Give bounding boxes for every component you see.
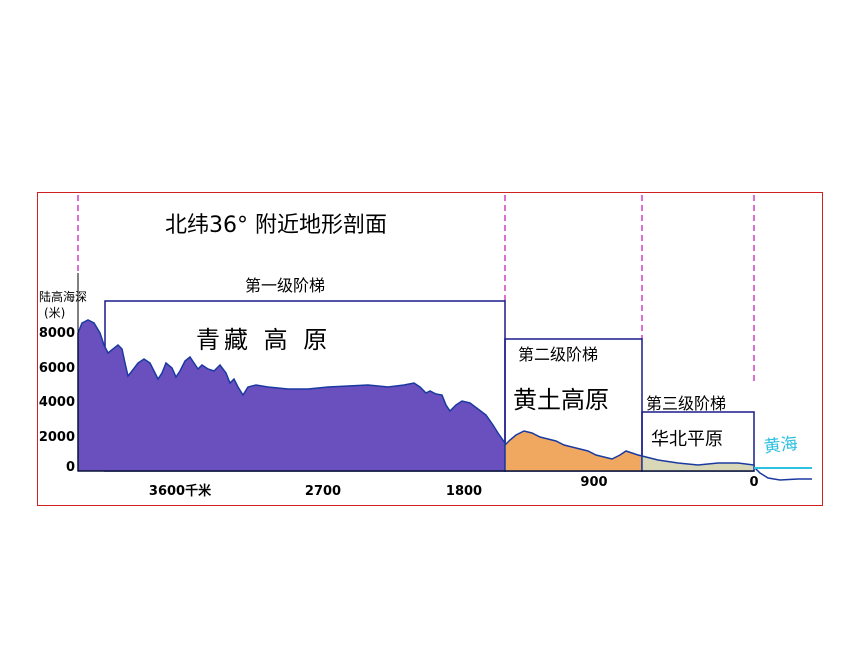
- step-1-region-label: 青藏 高 原: [196, 326, 331, 354]
- x-tick-label-3600: 3600千米: [149, 483, 212, 499]
- step-3-region-label: 华北平原: [651, 429, 723, 450]
- step-2-region-label: 黄土高原: [513, 386, 609, 414]
- step-2-terrain: [504, 430, 643, 472]
- step-3-terrain: [641, 455, 755, 472]
- sea-floor-line: [753, 466, 812, 481]
- x-tick-label-900: 900: [580, 475, 607, 490]
- step-3-label: 第三级阶梯: [646, 394, 726, 413]
- y-tick-label-2000: 2000: [39, 430, 75, 445]
- diagram-title: 北纬36° 附近地形剖面: [165, 213, 387, 238]
- x-tick-label-0: 0: [749, 475, 758, 490]
- step-1-label: 第一级阶梯: [245, 276, 325, 295]
- y-axis-label-line1: 陆高海深: [39, 289, 87, 304]
- figure-frame: 北纬36° 附近地形剖面 第一级阶梯 青藏 高 原 第二级阶梯 黄土高原 第三级…: [37, 192, 823, 506]
- y-tick-label-8000: 8000: [39, 326, 75, 341]
- y-tick-label-4000: 4000: [39, 395, 75, 410]
- y-tick-label-6000: 6000: [39, 361, 75, 376]
- y-axis-label-line2: (米): [44, 306, 65, 320]
- x-tick-label-2700: 2700: [305, 484, 341, 499]
- x-tick-label-1800: 1800: [446, 484, 482, 499]
- sea-label: 黄海: [763, 434, 799, 457]
- terrain-profile-diagram: 北纬36° 附近地形剖面 第一级阶梯 青藏 高 原 第二级阶梯 黄土高原 第三级…: [39, 195, 812, 499]
- step-2-label: 第二级阶梯: [518, 345, 598, 364]
- y-tick-label-0: 0: [66, 460, 75, 475]
- step-1-terrain: [77, 319, 506, 472]
